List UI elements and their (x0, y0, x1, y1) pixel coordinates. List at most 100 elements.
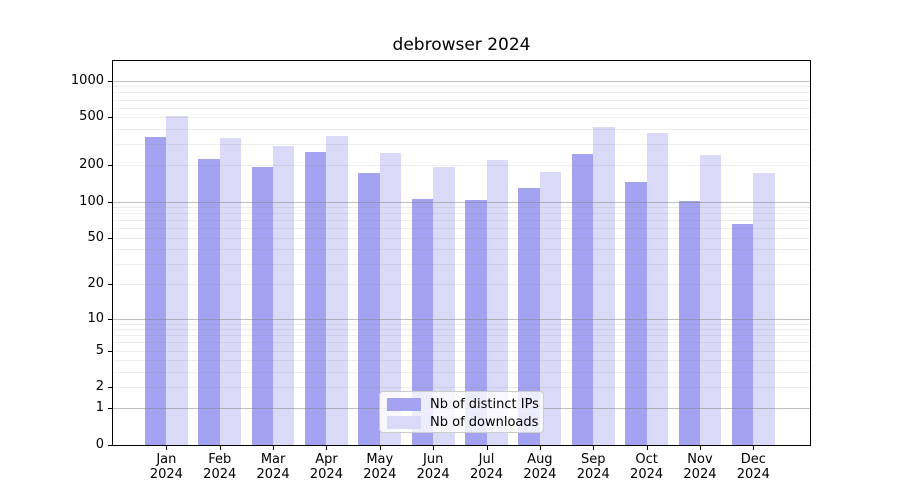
gridline-minor (113, 144, 810, 146)
x-tick-month: Jun (423, 452, 444, 467)
x-tick-mark (539, 446, 541, 450)
x-tick-mark (219, 446, 221, 450)
legend-item: Nb of downloads (387, 413, 543, 431)
gridline-minor (113, 207, 810, 209)
y-axis-tick-label: 50 (87, 229, 104, 245)
y-tick-mark (108, 117, 112, 119)
x-tick-month: Nov (687, 452, 713, 467)
gridline-minor (113, 220, 810, 222)
bar-downloads (753, 172, 775, 445)
chart-title: debrowser 2024 (392, 35, 531, 55)
gridline-minor (113, 128, 810, 130)
y-tick-mark (108, 165, 112, 167)
bar-downloads (539, 171, 562, 445)
x-tick-mark (593, 446, 595, 450)
bar-downloads (326, 135, 348, 445)
y-tick-mark (108, 237, 112, 239)
y-tick-mark (108, 284, 112, 286)
y-tick-mark (108, 445, 112, 446)
x-axis-tick-label: Apr 2024 (294, 452, 358, 482)
x-tick-month: Mar (260, 452, 286, 467)
bar-distinct-ips (518, 187, 540, 445)
x-tick-month: Aug (527, 452, 553, 467)
y-axis-tick-label: 500 (79, 109, 104, 125)
bar-distinct-ips (465, 200, 487, 445)
x-tick-year: 2024 (203, 467, 237, 482)
y-tick-mark (108, 318, 112, 320)
gridline-minor (113, 342, 810, 344)
y-axis-tick-label: 0 (95, 437, 104, 452)
bar-distinct-ips (144, 137, 167, 445)
x-tick-mark (486, 446, 488, 450)
gridline-minor (113, 335, 810, 337)
x-tick-year: 2024 (309, 467, 343, 482)
legend-label: Nb of distinct IPs (430, 396, 539, 412)
bar-distinct-ips (571, 153, 594, 445)
bar-downloads (273, 146, 295, 445)
bar-downloads (646, 133, 668, 445)
x-tick-month: Jan (156, 452, 177, 467)
x-tick-mark (273, 446, 275, 450)
gridline-minor (113, 387, 810, 389)
y-axis-tick-label: 100 (79, 193, 104, 209)
x-tick-month: Jul (478, 452, 495, 467)
x-tick-month: Sep (580, 452, 606, 467)
y-axis-tick-label: 20 (87, 276, 104, 292)
bar-downloads (219, 138, 242, 445)
gridline-minor (113, 165, 810, 167)
x-axis-tick-label: Jun 2024 (401, 452, 465, 482)
y-tick-mark (108, 201, 112, 203)
bar-downloads (166, 116, 188, 445)
x-tick-month: Apr (315, 452, 338, 467)
bar-distinct-ips (305, 152, 327, 445)
x-tick-year: 2024 (523, 467, 557, 482)
x-axis-tick-label: Jul 2024 (455, 452, 519, 482)
x-tick-month: Feb (208, 452, 232, 467)
bar-downloads (699, 154, 722, 445)
gridline-major (113, 201, 810, 203)
x-axis-tick-label: Feb 2024 (188, 452, 252, 482)
bar-distinct-ips (731, 224, 754, 445)
x-tick-mark (166, 446, 168, 450)
x-tick-mark (379, 446, 381, 450)
gridline-minor (113, 92, 810, 94)
x-tick-month: May (366, 452, 394, 467)
x-axis-tick-label: Oct 2024 (615, 452, 679, 482)
gridline-minor (113, 237, 810, 239)
gridline-minor (113, 323, 810, 325)
x-tick-mark (326, 446, 328, 450)
y-axis-tick-label: 1 (95, 400, 104, 416)
legend-item: Nb of distinct IPs (387, 395, 543, 413)
bar-downloads (486, 160, 508, 445)
x-axis-tick-label: Mar 2024 (241, 452, 305, 482)
x-tick-mark (699, 446, 701, 450)
bar-distinct-ips (678, 200, 700, 445)
gridline-minor (113, 263, 810, 265)
x-tick-mark (433, 446, 435, 450)
bar-downloads (433, 166, 455, 445)
x-tick-month: Oct (635, 452, 658, 467)
x-tick-month: Dec (740, 452, 766, 467)
gridline-minor (113, 249, 810, 251)
gridline-major (113, 80, 810, 82)
bar-downloads (379, 153, 402, 445)
x-tick-year: 2024 (149, 467, 183, 482)
gridline-minor (113, 99, 810, 101)
y-axis-tick-label: 1000 (70, 72, 104, 88)
gridline-minor (113, 284, 810, 286)
x-tick-mark (646, 446, 648, 450)
x-tick-year: 2024 (576, 467, 610, 482)
gridline-minor (113, 350, 810, 352)
x-tick-year: 2024 (256, 467, 290, 482)
x-tick-year: 2024 (683, 467, 717, 482)
bar-distinct-ips (198, 159, 220, 445)
x-tick-year: 2024 (416, 467, 450, 482)
bar-distinct-ips (625, 181, 647, 445)
x-tick-year: 2024 (363, 467, 397, 482)
x-axis-tick-label: Sep 2024 (561, 452, 625, 482)
x-axis-tick-label: Dec 2024 (721, 452, 785, 482)
gridline-minor (113, 329, 810, 331)
y-tick-mark (108, 408, 112, 410)
y-tick-mark (108, 80, 112, 82)
